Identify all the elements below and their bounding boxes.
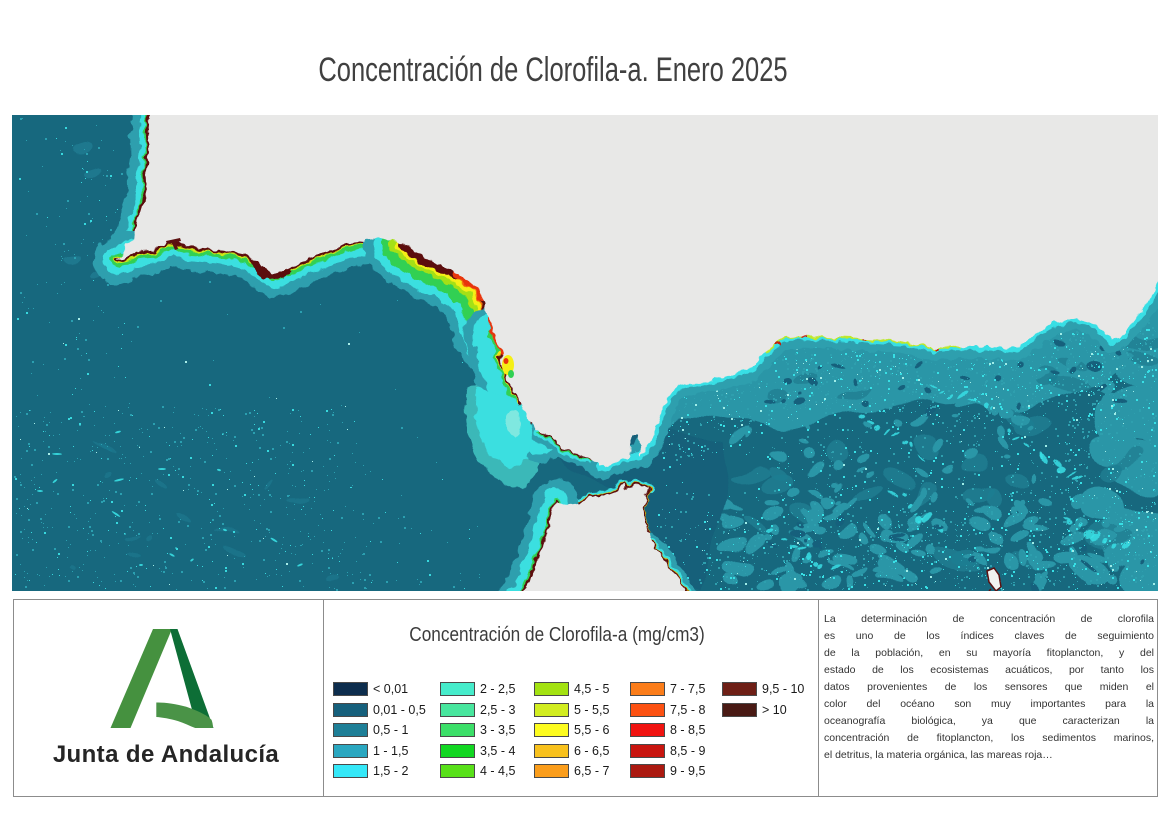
- svg-text:Junta de Andalucía: Junta de Andalucía: [53, 741, 280, 768]
